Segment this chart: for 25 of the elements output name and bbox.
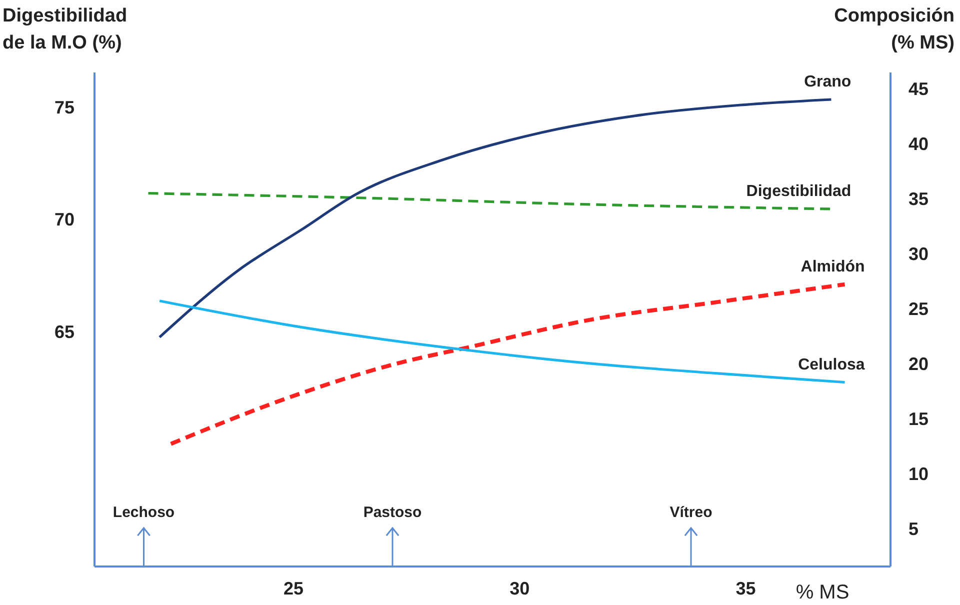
series-label: Almidón (800, 258, 865, 276)
y2-tick-label: 5 (908, 519, 919, 540)
y2-tick-label: 20 (908, 354, 929, 374)
ref-line-label: Lechoso (112, 504, 175, 521)
y-axis-title: Digestibilidad de la M.O (%) (2, 6, 128, 54)
y2-tick-label: 10 (908, 464, 929, 484)
y-tick-label: 65 (54, 322, 75, 342)
x-axis-title: % MS (796, 582, 850, 604)
y2-tick-label: 15 (908, 409, 929, 430)
y2-tick-label: 45 (908, 79, 929, 100)
y-tick-label: 70 (54, 210, 75, 230)
series-label: Celulosa (798, 356, 865, 374)
y2-axis-title: Composición (% MS) (834, 6, 954, 54)
ref-line-label: Pastoso (363, 504, 422, 521)
x-tick-label: 30 (510, 578, 530, 598)
ref-line-label: Vítreo (670, 504, 712, 521)
y2-tick-label: 25 (908, 299, 929, 320)
y2-tick-label: 30 (908, 244, 929, 264)
series-label: Digestibilidad (746, 182, 852, 200)
x-tick-label: 35 (736, 578, 756, 598)
series-label: Grano (804, 74, 852, 91)
x-tick-label: 25 (283, 578, 304, 598)
y2-tick-label: 35 (908, 189, 929, 210)
y2-tick-label: 40 (908, 134, 929, 154)
y-tick-label: 75 (54, 97, 75, 118)
